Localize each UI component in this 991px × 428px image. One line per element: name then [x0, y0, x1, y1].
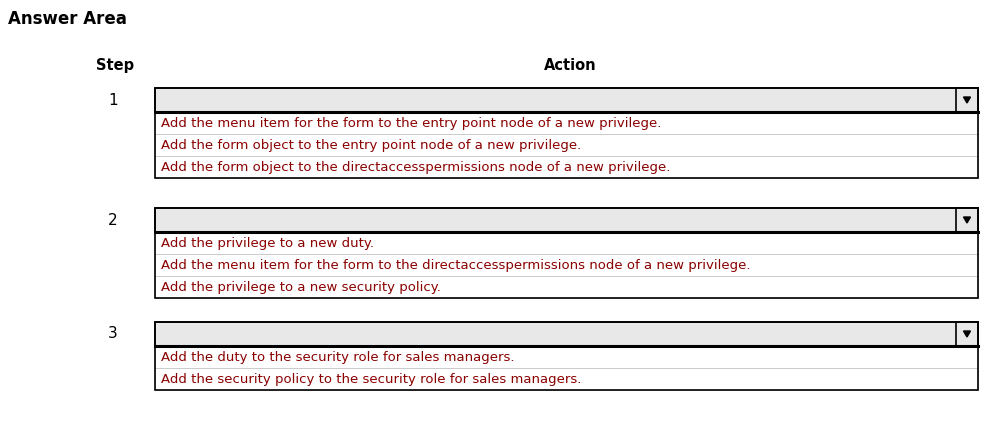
Bar [155, 208, 978, 298]
Bar [155, 254, 978, 276]
Text: Add the privilege to a new duty.: Add the privilege to a new duty. [161, 237, 374, 250]
Polygon shape [963, 217, 970, 223]
Bar [155, 346, 978, 368]
Polygon shape [963, 331, 970, 337]
Bar [956, 88, 978, 112]
Bar [155, 208, 978, 232]
Text: 1: 1 [108, 92, 118, 107]
Bar [155, 276, 978, 298]
Text: Add the form object to the entry point node of a new privilege.: Add the form object to the entry point n… [161, 139, 582, 152]
Text: Add the menu item for the form to the directaccesspermissions node of a new priv: Add the menu item for the form to the di… [161, 259, 750, 271]
Bar [155, 322, 978, 346]
Bar [956, 322, 978, 346]
Bar [155, 134, 978, 156]
Bar [956, 208, 978, 232]
Text: Action: Action [544, 58, 597, 73]
Bar [155, 88, 978, 178]
Bar [155, 112, 978, 134]
Bar [155, 156, 978, 178]
Text: Answer Area: Answer Area [8, 10, 127, 28]
Text: 2: 2 [108, 212, 118, 228]
Bar [155, 88, 978, 112]
Text: Add the security policy to the security role for sales managers.: Add the security policy to the security … [161, 372, 582, 386]
Text: 3: 3 [108, 327, 118, 342]
Text: Step: Step [96, 58, 134, 73]
Bar [155, 322, 978, 390]
Text: Add the privilege to a new security policy.: Add the privilege to a new security poli… [161, 280, 441, 294]
Bar [155, 368, 978, 390]
Text: Add the menu item for the form to the entry point node of a new privilege.: Add the menu item for the form to the en… [161, 116, 661, 130]
Text: Add the duty to the security role for sales managers.: Add the duty to the security role for sa… [161, 351, 514, 363]
Bar [155, 232, 978, 254]
Text: Add the form object to the directaccesspermissions node of a new privilege.: Add the form object to the directaccessp… [161, 160, 670, 173]
Polygon shape [963, 97, 970, 103]
